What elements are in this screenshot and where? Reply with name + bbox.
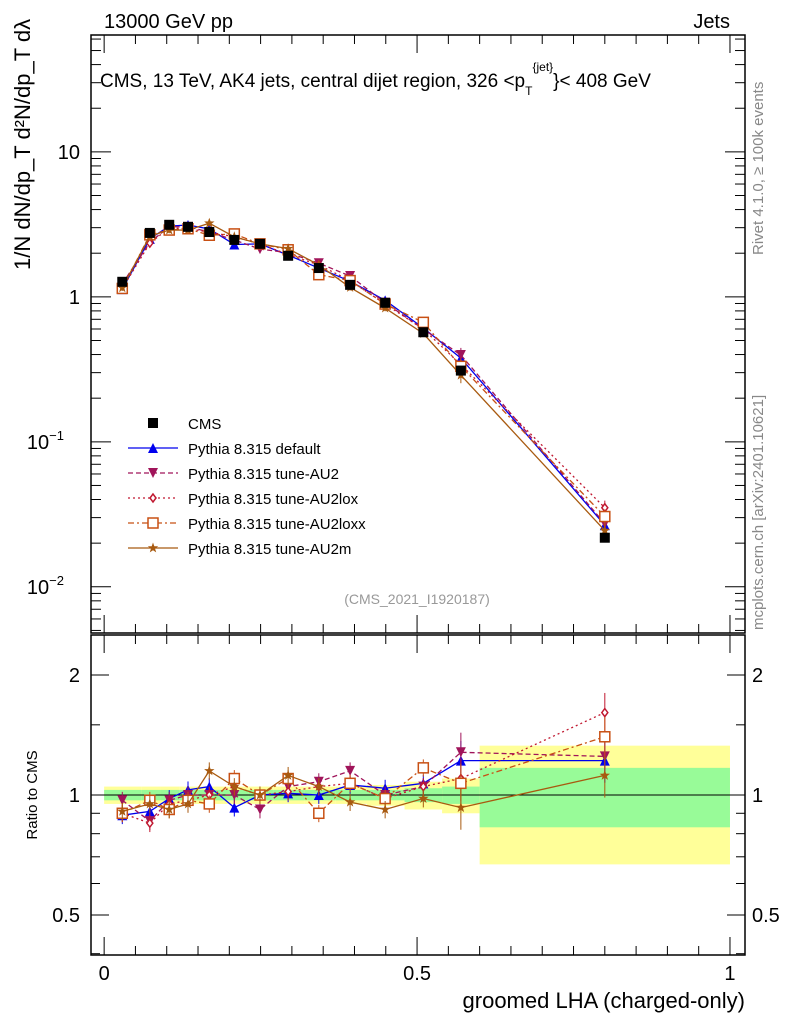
ratio-point — [417, 762, 430, 774]
ratio-point — [229, 781, 240, 791]
ratio-point — [455, 747, 466, 758]
ratio-point — [313, 807, 325, 820]
ratio-point — [117, 795, 128, 806]
process-label: 13000 GeV pp — [104, 11, 233, 33]
legend-label: Pythia 8.315 default — [188, 441, 321, 458]
ratio-y-tick-label: 0.5 — [52, 905, 80, 927]
legend-label: Pythia 8.315 tune-AU2loxx — [188, 516, 366, 533]
data-point — [282, 243, 294, 254]
cms-data-point — [144, 227, 155, 238]
ratio-point — [599, 731, 611, 743]
ratio-point — [379, 804, 391, 814]
x-axis-label: groomed LHA (charged-only) — [463, 988, 745, 1013]
cms-data-point — [283, 250, 294, 261]
data-point — [117, 282, 128, 293]
legend-marker — [149, 492, 157, 504]
legend-marker — [148, 443, 158, 453]
series-line — [121, 226, 606, 525]
legend-marker — [147, 542, 159, 553]
ratio-point — [164, 804, 175, 814]
cms-data-point — [455, 365, 466, 376]
ratio-y-tick-label: 2 — [69, 665, 80, 687]
series-line — [121, 228, 606, 517]
ratio-point — [600, 707, 609, 718]
data-point — [417, 316, 430, 329]
legend-label: Pythia 8.315 tune-AU2lox — [188, 491, 359, 508]
data-point — [204, 217, 215, 228]
ratio-point — [282, 769, 294, 780]
ratio-point — [229, 802, 240, 813]
ratio-point — [254, 789, 266, 800]
ratio-point — [455, 802, 467, 813]
cms-data-point — [229, 234, 240, 245]
category-label: Jets — [693, 11, 730, 33]
cms-data-point — [418, 327, 429, 338]
data-point — [145, 237, 154, 249]
cms-data-point — [204, 227, 215, 238]
ratio-y-tick-label: 1 — [752, 785, 763, 807]
ratio-point — [144, 798, 156, 809]
ratio-point — [344, 777, 356, 790]
x-tick-label: 1 — [724, 963, 735, 985]
x-tick-label: 0 — [99, 963, 110, 985]
ratio-point — [254, 804, 265, 815]
cms-data-point — [254, 238, 265, 249]
ratio-point — [203, 798, 216, 810]
ratio-point — [345, 765, 356, 776]
legend-marker — [147, 517, 159, 529]
ratio-point — [182, 798, 194, 809]
series-line — [121, 222, 606, 532]
y-tick-label: 10−1 — [27, 428, 64, 454]
ratio-point — [418, 793, 429, 803]
legend-label: Pythia 8.315 tune-AU2 — [188, 466, 339, 483]
main-frame — [90, 34, 746, 634]
y-axis-label: 1/N dN/dp_T d²N/dp_T dλ — [10, 19, 35, 270]
ratio-y-tick-label: 1 — [69, 785, 80, 807]
legend-label: Pythia 8.315 tune-AU2m — [188, 541, 351, 558]
cms-data-point — [345, 279, 356, 290]
rivet-version: Rivet 4.1.0, ≥ 100k events — [750, 82, 767, 255]
cms-data-point — [183, 221, 194, 232]
y-tick-label: 10−2 — [27, 573, 64, 599]
data-point — [599, 525, 610, 535]
data-point — [599, 510, 611, 523]
y-tick-label: 10 — [58, 142, 80, 164]
ratio-point — [284, 786, 293, 797]
ratio-point — [117, 805, 128, 816]
cms-data-point — [164, 219, 175, 230]
legend-marker — [148, 468, 158, 478]
ratio-point — [599, 769, 610, 780]
ratio-point — [313, 781, 324, 791]
chart-title: CMS, 13 TeV, AK4 jets, central dijet reg… — [100, 60, 651, 98]
cms-data-point — [313, 263, 324, 274]
cms-data-point — [599, 532, 610, 543]
y-tick-label: 1 — [69, 287, 80, 309]
legend-label: CMS — [188, 416, 221, 433]
ratio-y-tick-label: 2 — [752, 665, 763, 687]
ratio-y-label: Ratio to CMS — [24, 750, 41, 839]
ratio-series-line — [122, 711, 606, 824]
ratio-y-tick-label: 0.5 — [752, 905, 780, 927]
data-point — [455, 350, 466, 361]
cms-data-point — [117, 276, 128, 287]
analysis-id: (CMS_2021_I1920187) — [344, 591, 490, 607]
cms-data-point — [380, 297, 391, 308]
mcplots-credit: mcplots.cern.ch [arXiv:2401.10621] — [750, 395, 767, 630]
ratio-point — [145, 817, 154, 829]
ratio-point — [204, 765, 215, 776]
ratio-series-line — [121, 751, 605, 823]
ratio-point — [455, 777, 467, 790]
ratio-point — [344, 796, 356, 807]
legend-marker — [148, 418, 158, 428]
x-tick-label: 0.5 — [403, 963, 431, 985]
